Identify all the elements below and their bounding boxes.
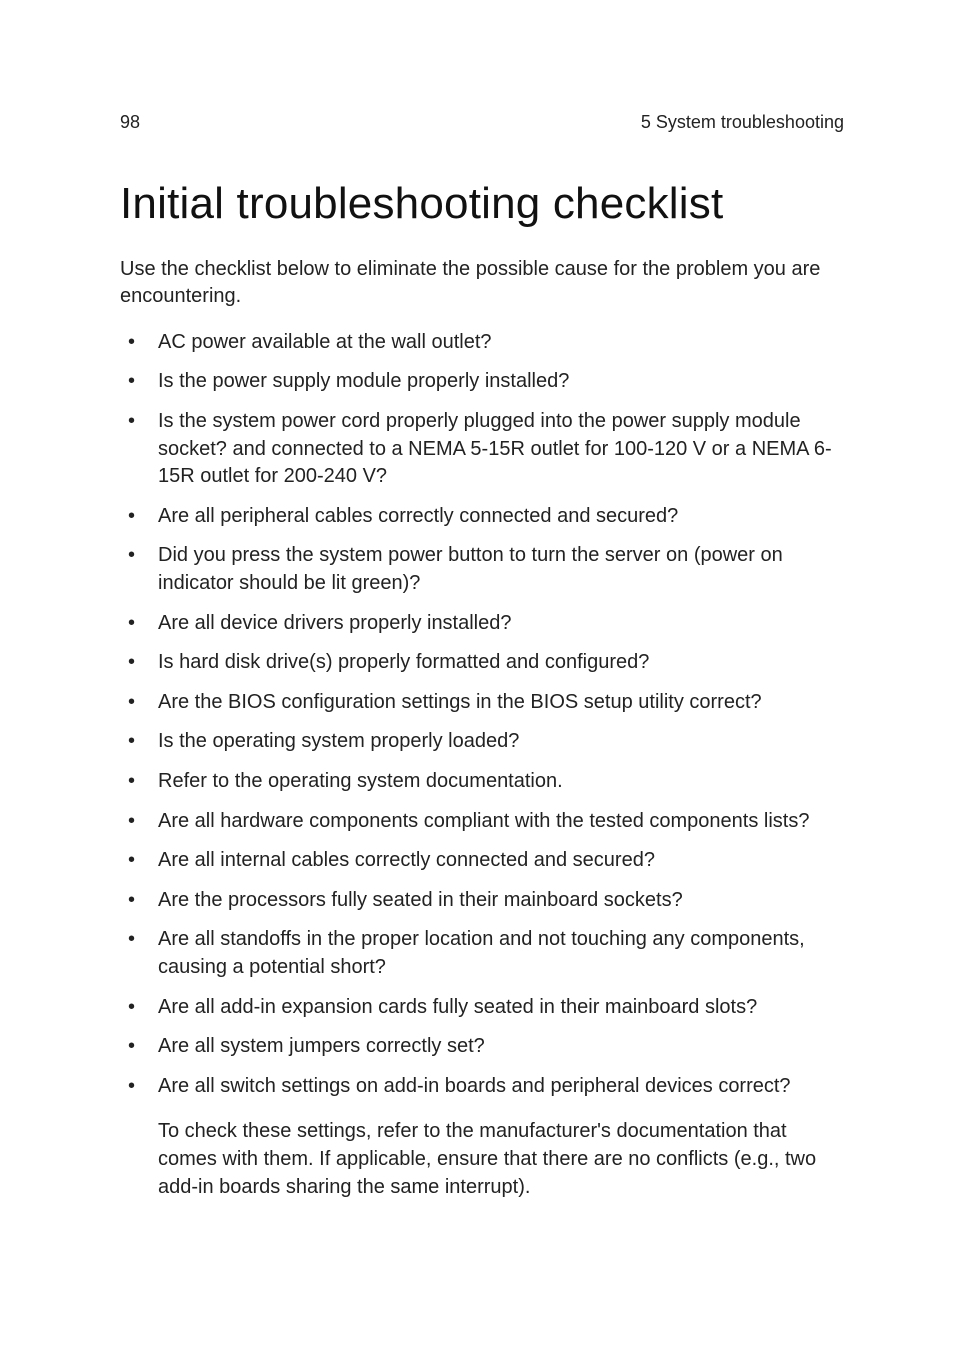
checklist-item: Are all switch settings on add-in boards… xyxy=(120,1073,844,1101)
checklist-item: Are all internal cables correctly connec… xyxy=(120,847,844,875)
sub-paragraph: To check these settings, refer to the ma… xyxy=(120,1118,844,1201)
checklist-item: Are all hardware components compliant wi… xyxy=(120,808,844,836)
section-label: 5 System troubleshooting xyxy=(641,110,844,134)
intro-paragraph: Use the checklist below to eliminate the… xyxy=(120,256,844,311)
page-number: 98 xyxy=(120,110,140,134)
checklist-item: Are all system jumpers correctly set? xyxy=(120,1033,844,1061)
checklist-item: Are the BIOS configuration settings in t… xyxy=(120,689,844,717)
checklist-item: Are all add-in expansion cards fully sea… xyxy=(120,994,844,1022)
checklist-item: Is the operating system properly loaded? xyxy=(120,728,844,756)
checklist-item: Are all peripheral cables correctly conn… xyxy=(120,503,844,531)
page-title: Initial troubleshooting checklist xyxy=(120,174,844,233)
checklist-item: AC power available at the wall outlet? xyxy=(120,329,844,357)
checklist-item: Is the system power cord properly plugge… xyxy=(120,408,844,491)
checklist: AC power available at the wall outlet? Is… xyxy=(120,329,844,1100)
checklist-item: Refer to the operating system documentat… xyxy=(120,768,844,796)
checklist-item: Is the power supply module properly inst… xyxy=(120,368,844,396)
checklist-item: Did you press the system power button to… xyxy=(120,542,844,597)
checklist-item: Are all device drivers properly installe… xyxy=(120,610,844,638)
checklist-item: Are all standoffs in the proper location… xyxy=(120,926,844,981)
checklist-item: Are the processors fully seated in their… xyxy=(120,887,844,915)
checklist-item: Is hard disk drive(s) properly formatted… xyxy=(120,649,844,677)
page-header: 98 5 System troubleshooting xyxy=(120,110,844,134)
